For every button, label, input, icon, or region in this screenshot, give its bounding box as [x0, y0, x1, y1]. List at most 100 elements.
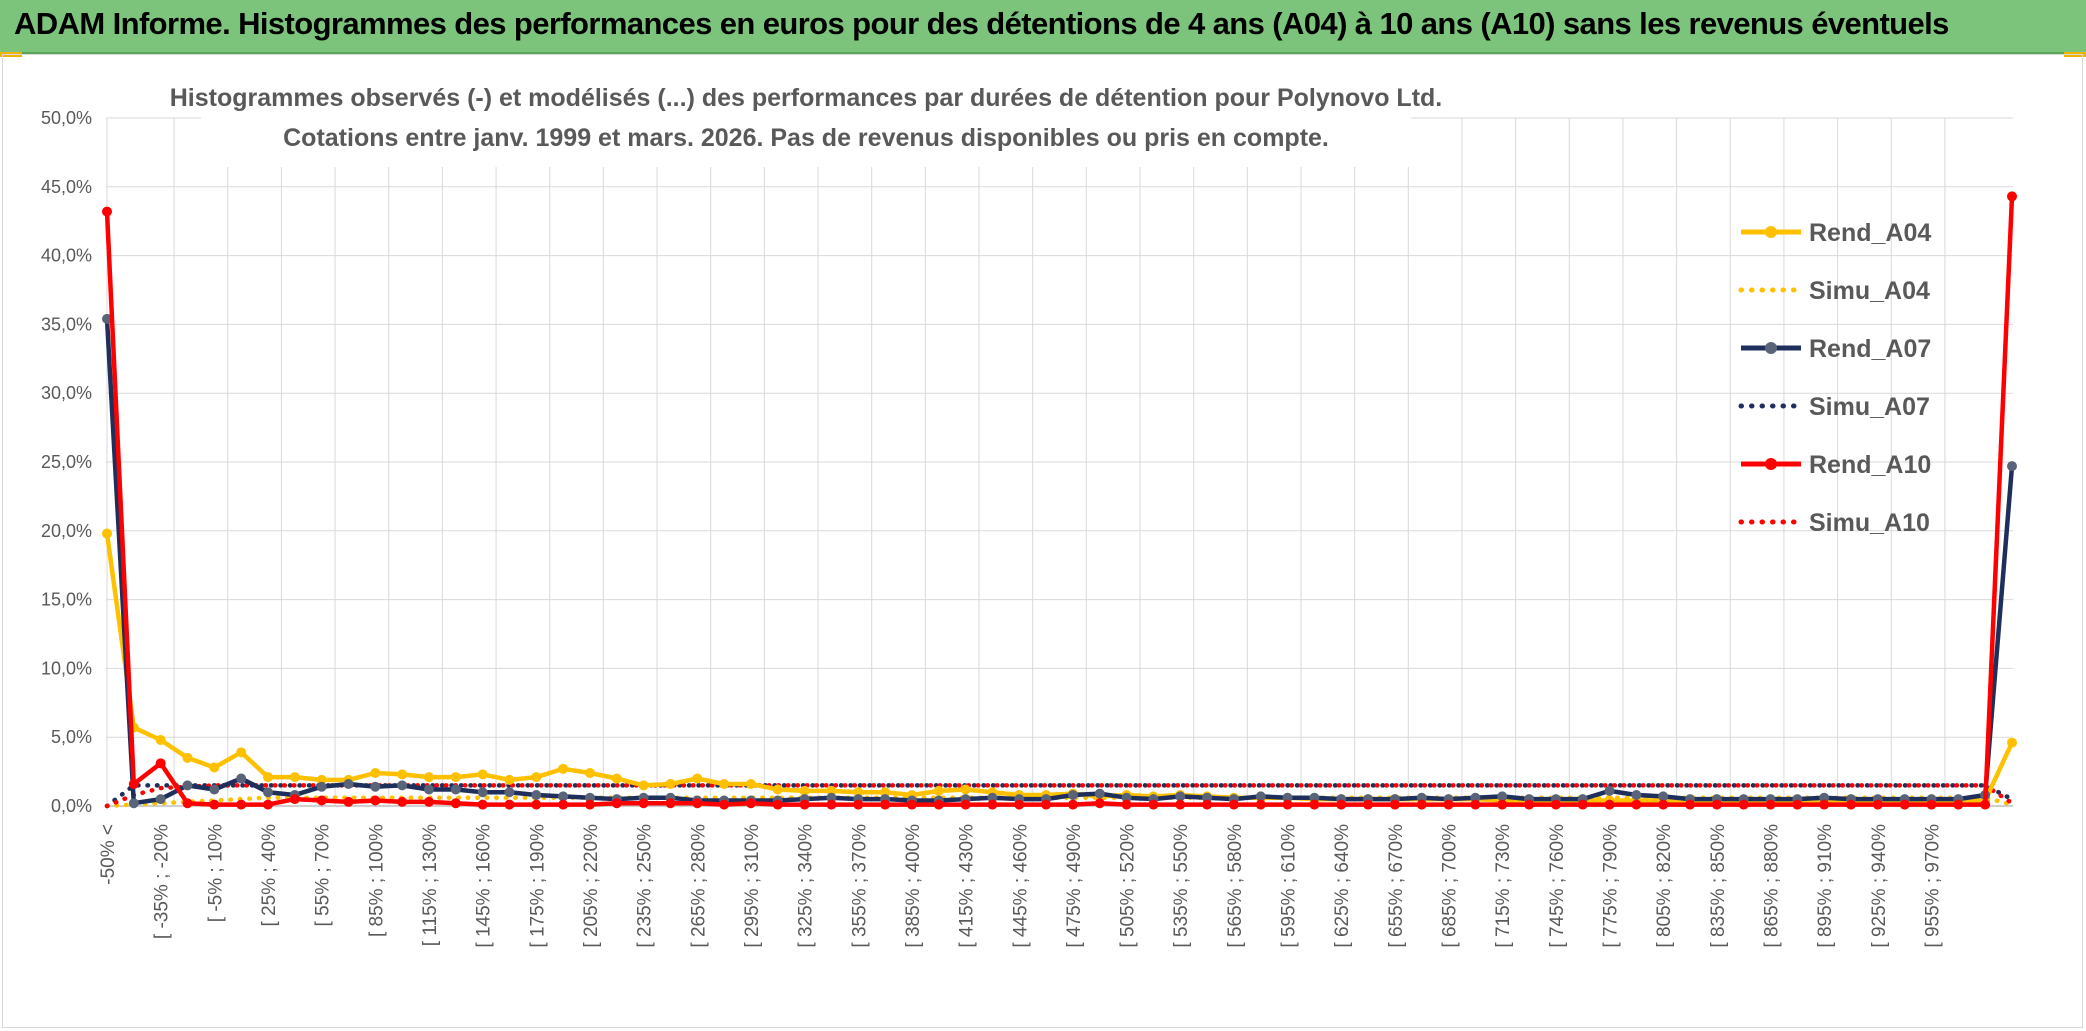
data-point [1685, 799, 1696, 810]
data-point [1067, 799, 1078, 810]
data-point [558, 791, 569, 802]
data-point [1792, 799, 1803, 810]
data-point [2007, 737, 2017, 748]
x-tick-label: [ 505% ; 520% [1118, 824, 1139, 948]
data-point [960, 784, 971, 795]
data-point [155, 758, 166, 769]
legend-label: Simu_A04 [1809, 277, 1930, 305]
series-Rend_A04 [102, 528, 2017, 806]
data-point [182, 798, 193, 809]
data-point [504, 774, 515, 785]
data-point [1094, 788, 1105, 799]
series-Rend_A10 [102, 191, 2017, 810]
chart-area: 0,0% 5,0% 10,0% 15,0% 20,0% 25,0% 30,0% 35,0% 40… [2, 54, 2083, 1028]
x-tick-label: [ 265% ; 280% [688, 824, 709, 948]
data-point [128, 798, 139, 809]
data-point [638, 798, 649, 809]
x-tick-label: [ 805% ; 820% [1654, 824, 1675, 948]
data-point [102, 206, 112, 217]
legend-item: Simu_A07 [1738, 393, 1930, 421]
data-point [236, 799, 247, 810]
x-tick-label: [ 385% ; 400% [903, 824, 924, 948]
y-tick-label: 50,0% [41, 108, 92, 128]
data-point [987, 792, 998, 803]
data-point [450, 784, 461, 795]
x-tick-label: [ 85% ; 100% [366, 824, 387, 937]
series-line [104, 196, 2015, 807]
legend-label: Rend_A07 [1809, 335, 1931, 363]
x-tick-label: [ 865% ; 880% [1762, 824, 1783, 948]
data-point [289, 794, 300, 805]
data-point [477, 799, 488, 810]
y-tick-label: 30,0% [41, 383, 92, 403]
chart-subtitle: Cotations entre janv. 1999 et mars. 2026… [283, 124, 1329, 152]
data-point [1711, 799, 1722, 810]
data-point [853, 799, 864, 810]
data-point [397, 780, 408, 791]
x-tick-label: [ 925% ; 940% [1869, 824, 1890, 948]
data-point [719, 799, 730, 810]
data-point [209, 784, 220, 795]
data-point [316, 781, 327, 792]
y-tick-label: 40,0% [41, 246, 92, 266]
data-point [1899, 799, 1910, 810]
data-point [262, 799, 273, 810]
data-point [504, 787, 515, 798]
data-point [450, 772, 461, 783]
data-point [423, 784, 434, 795]
x-tick-label: -50% < [98, 824, 119, 885]
legend: Rend_A04 Simu_A04 Rend_A07 Simu_A07 Rend_A10… [1738, 219, 1931, 537]
data-point [1416, 792, 1427, 803]
data-point [1926, 799, 1937, 810]
data-point [1470, 792, 1481, 803]
data-point [289, 772, 300, 783]
data-point [1014, 799, 1025, 810]
data-point [1631, 799, 1642, 810]
x-tick-label: [ 835% ; 850% [1708, 824, 1729, 948]
y-tick-label: 5,0% [51, 727, 92, 747]
title-backdrop [201, 75, 1411, 167]
data-point [1175, 791, 1186, 802]
data-point [423, 796, 434, 807]
data-point [826, 799, 837, 810]
x-tick-label: [ 955% ; 970% [1923, 824, 1944, 948]
data-point [1067, 789, 1078, 800]
data-point [504, 799, 515, 810]
legend-item: Simu_A04 [1738, 277, 1930, 305]
legend-item: Rend_A04 [1741, 219, 1931, 247]
data-point [1309, 799, 1320, 810]
data-point [262, 772, 273, 783]
data-point [692, 798, 703, 809]
data-point [370, 767, 381, 778]
data-point [558, 799, 569, 810]
data-point [343, 778, 354, 789]
data-point [987, 799, 998, 810]
x-tick-label: [ 145% ; 160% [474, 824, 495, 948]
data-point [584, 792, 595, 803]
y-axis: 0,0% 5,0% 10,0% 15,0% 20,0% 25,0% 30,0% 35,0% 40… [41, 108, 92, 816]
data-point [1953, 799, 1964, 810]
data-point [236, 773, 247, 784]
data-point [906, 799, 917, 810]
x-tick-label: [ 445% ; 460% [1010, 824, 1031, 948]
data-point [1041, 799, 1052, 810]
data-point [182, 780, 193, 791]
data-point [1658, 791, 1669, 802]
data-point [1175, 799, 1186, 810]
chart-title: Histogrammes observés (-) et modélisés (… [170, 84, 1443, 112]
data-point [316, 774, 327, 785]
x-tick-label: [ 565% ; 580% [1225, 824, 1246, 948]
x-tick-label: [ 325% ; 340% [796, 824, 817, 948]
data-point [933, 785, 944, 796]
data-point [1819, 792, 1830, 803]
data-point [1631, 789, 1642, 800]
data-point [1577, 799, 1588, 810]
data-point [584, 799, 595, 810]
data-point [316, 795, 327, 806]
x-tick-label: [ 595% ; 610% [1279, 824, 1300, 948]
x-tick-label: [ -35% ; -20% [152, 824, 173, 939]
data-point [1604, 785, 1615, 796]
data-point [1497, 799, 1508, 810]
data-point [880, 787, 891, 798]
data-point [1202, 792, 1213, 803]
